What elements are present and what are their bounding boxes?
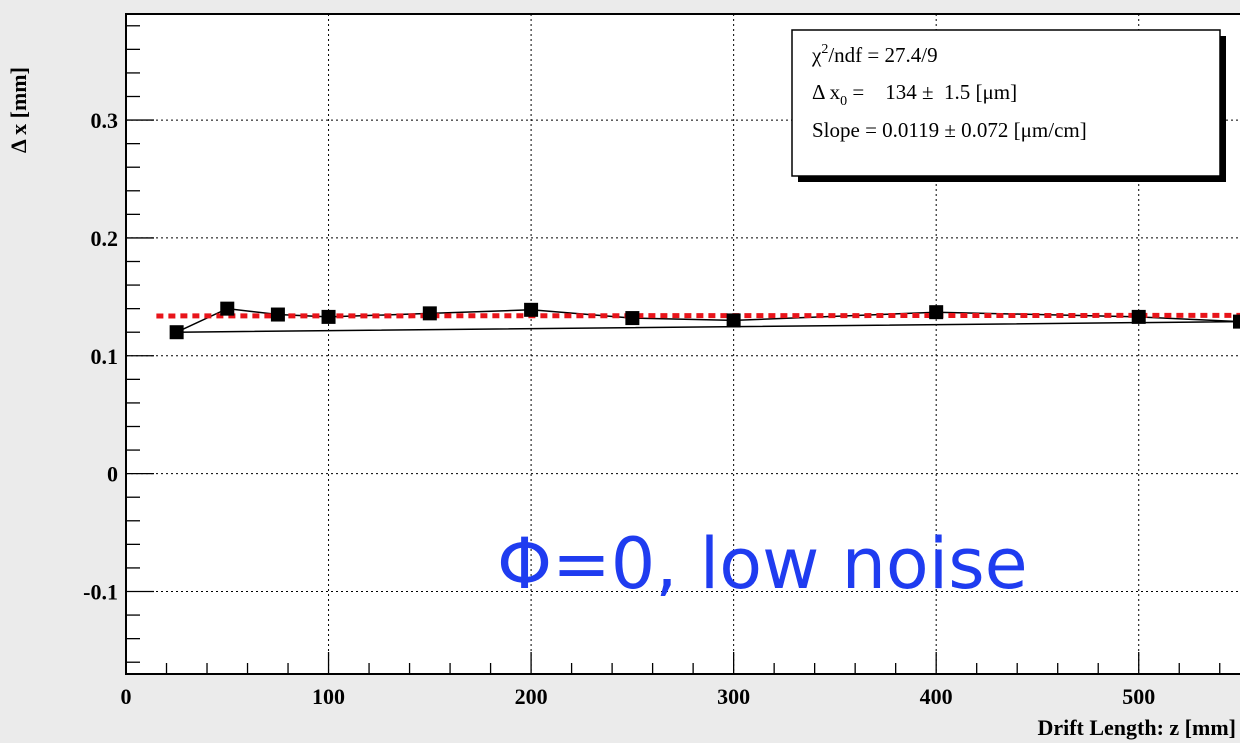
y-tick-label: 0.2 [91,226,119,251]
tick-labels: 0 100 200 300 400 500 -0.1 0 0.1 0.2 0.3 [83,108,1155,709]
y-tick-label: 0.3 [91,108,119,133]
fit-line-group [156,312,1240,319]
stats-dx0-rest: = 134 ± 1.5 [μm] [847,80,1017,104]
data-point [929,305,944,320]
fit-line [156,312,1240,319]
x-axis-title: Drift Length: z [mm] [1037,715,1236,740]
data-point [422,306,437,321]
x-tick-label: 0 [121,684,132,709]
data-point [524,302,539,317]
stats-dx0-pre: Δ x [812,80,841,104]
data-point [726,313,741,328]
axis-ticks [125,25,1221,674]
x-tick-label: 300 [717,684,750,709]
data-point [321,309,336,324]
data-point [625,311,640,326]
data-point [169,325,184,340]
data-point [1131,309,1146,324]
stats-dx0-sub: 0 [840,94,847,109]
x-tick-label: 100 [312,684,345,709]
y-tick-label: 0 [107,462,118,487]
data-point [1233,314,1240,329]
stats-dx0: Δ x0 = 134 ± 1.5 [μm] [812,80,1017,109]
stats-chi2: χ2/ndf = 27.4/9 [811,42,938,67]
x-tick-label: 200 [515,684,548,709]
y-axis-title: Δ x [mm] [6,67,31,153]
data-markers [169,301,1240,340]
data-point [220,301,235,316]
stats-box: χ2/ndf = 27.4/9 Δ x0 = 134 ± 1.5 [μm] Sl… [791,29,1226,182]
annotation-text: Φ=0, low noise [497,523,1028,605]
stats-chi2-rest: /ndf = 27.4/9 [828,43,937,67]
stats-box-frame [791,29,1221,177]
y-tick-label: 0.1 [91,344,119,369]
stats-slope: Slope = 0.0119 ± 0.072 [μm/cm] [812,118,1087,142]
stats-chi2-sup: 2 [821,42,828,57]
y-tick-label: -0.1 [83,580,118,605]
x-tick-label: 500 [1122,684,1155,709]
x-tick-label: 400 [920,684,953,709]
stats-chi2-base: χ [811,43,822,67]
data-point [270,307,285,322]
